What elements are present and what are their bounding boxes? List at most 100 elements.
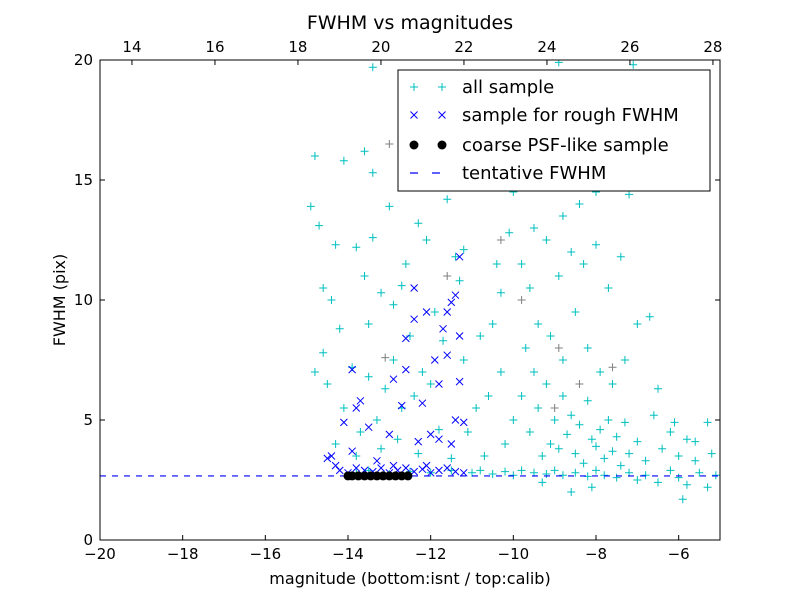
y-axis-label: FWHM (pix) bbox=[50, 254, 69, 347]
data-point bbox=[455, 276, 464, 285]
data-point bbox=[505, 228, 514, 237]
data-point bbox=[666, 466, 675, 475]
data-point bbox=[372, 416, 381, 424]
data-point bbox=[645, 312, 654, 321]
data-point bbox=[550, 416, 559, 424]
legend-marker-icon bbox=[438, 111, 446, 119]
data-point bbox=[331, 440, 340, 448]
data-point bbox=[558, 212, 567, 220]
data-point bbox=[711, 471, 720, 480]
data-point bbox=[703, 418, 712, 427]
data-point bbox=[389, 375, 398, 384]
data-point bbox=[600, 454, 609, 463]
top-x-tick-label: 24 bbox=[537, 38, 556, 56]
data-point bbox=[377, 288, 386, 297]
data-point bbox=[571, 449, 580, 458]
data-point bbox=[335, 324, 344, 333]
data-point bbox=[579, 459, 588, 468]
data-point bbox=[558, 471, 567, 480]
data-point bbox=[323, 380, 332, 388]
data-point bbox=[592, 240, 600, 249]
data-point bbox=[443, 308, 452, 316]
data-point bbox=[377, 464, 385, 472]
data-point bbox=[616, 461, 625, 470]
data-point bbox=[554, 60, 563, 67]
data-point bbox=[567, 488, 576, 496]
data-point bbox=[402, 365, 410, 374]
data-point bbox=[315, 221, 324, 230]
data-point bbox=[575, 200, 584, 208]
data-point bbox=[666, 428, 675, 436]
data-point bbox=[459, 356, 468, 364]
data-point bbox=[439, 336, 448, 345]
data-point bbox=[550, 466, 559, 475]
data-point bbox=[451, 291, 460, 300]
legend-marker-icon bbox=[438, 83, 446, 91]
axes: −20 −18 −16 −14 −12 −10 −8 −6 0 5 10 15 20 14 16 18 20 22… bbox=[74, 38, 723, 563]
data-point bbox=[459, 418, 468, 427]
data-point bbox=[625, 190, 634, 199]
data-point bbox=[695, 468, 704, 477]
data-point bbox=[641, 456, 650, 465]
data-point bbox=[443, 195, 452, 204]
data-point bbox=[604, 416, 613, 424]
data-point bbox=[633, 476, 642, 484]
data-point bbox=[364, 372, 373, 381]
data-point bbox=[377, 444, 386, 453]
data-point bbox=[604, 284, 613, 292]
data-point bbox=[509, 471, 518, 480]
data-point bbox=[447, 440, 456, 448]
data-point bbox=[356, 396, 365, 405]
legend-label: tentative FWHM bbox=[462, 163, 606, 184]
data-point bbox=[521, 344, 530, 352]
legend-marker-icon bbox=[410, 83, 418, 91]
data-point bbox=[682, 480, 691, 489]
data-point bbox=[554, 272, 563, 280]
data-point bbox=[658, 444, 667, 453]
data-point bbox=[600, 471, 609, 480]
data-point bbox=[488, 320, 497, 328]
data-point bbox=[422, 308, 431, 316]
x-axis-label: magnitude (bottom:isnt / top:calib) bbox=[269, 569, 550, 588]
data-point bbox=[563, 430, 572, 439]
data-point bbox=[389, 356, 398, 364]
x-tick-label: −20 bbox=[84, 545, 116, 563]
data-point bbox=[517, 392, 526, 400]
top-x-tick-label: 18 bbox=[288, 38, 307, 56]
data-point bbox=[558, 392, 567, 400]
data-point bbox=[402, 464, 410, 472]
data-point bbox=[517, 466, 526, 475]
data-point bbox=[703, 483, 712, 492]
data-point bbox=[707, 449, 716, 458]
data-point bbox=[443, 351, 452, 360]
x-tick-label: −12 bbox=[415, 545, 447, 563]
data-point bbox=[430, 308, 439, 316]
data-point bbox=[352, 464, 361, 472]
data-point bbox=[492, 260, 501, 268]
data-point bbox=[366, 471, 376, 481]
top-x-tick-label: 20 bbox=[371, 38, 390, 56]
x-tick-label: −14 bbox=[332, 545, 364, 563]
data-point bbox=[517, 260, 526, 268]
top-x-tick-label: 14 bbox=[122, 38, 141, 56]
data-point bbox=[348, 447, 356, 456]
data-point bbox=[422, 236, 431, 244]
data-point bbox=[567, 248, 576, 256]
series-sample-for-rough-fwhm bbox=[323, 252, 468, 477]
legend: all sample sample for rough FWHM coarse PS… bbox=[397, 69, 711, 192]
data-point bbox=[352, 404, 361, 412]
data-point bbox=[406, 332, 414, 340]
top-x-tick-label: 28 bbox=[703, 38, 722, 56]
data-point bbox=[538, 452, 547, 460]
data-point bbox=[451, 416, 460, 424]
data-point bbox=[571, 468, 580, 477]
data-point bbox=[439, 324, 447, 333]
data-point bbox=[414, 437, 423, 446]
data-point bbox=[331, 461, 340, 470]
data-point bbox=[426, 380, 435, 388]
data-point bbox=[327, 452, 336, 460]
plot-area bbox=[100, 60, 720, 504]
data-point bbox=[596, 368, 605, 376]
data-point bbox=[410, 284, 418, 292]
